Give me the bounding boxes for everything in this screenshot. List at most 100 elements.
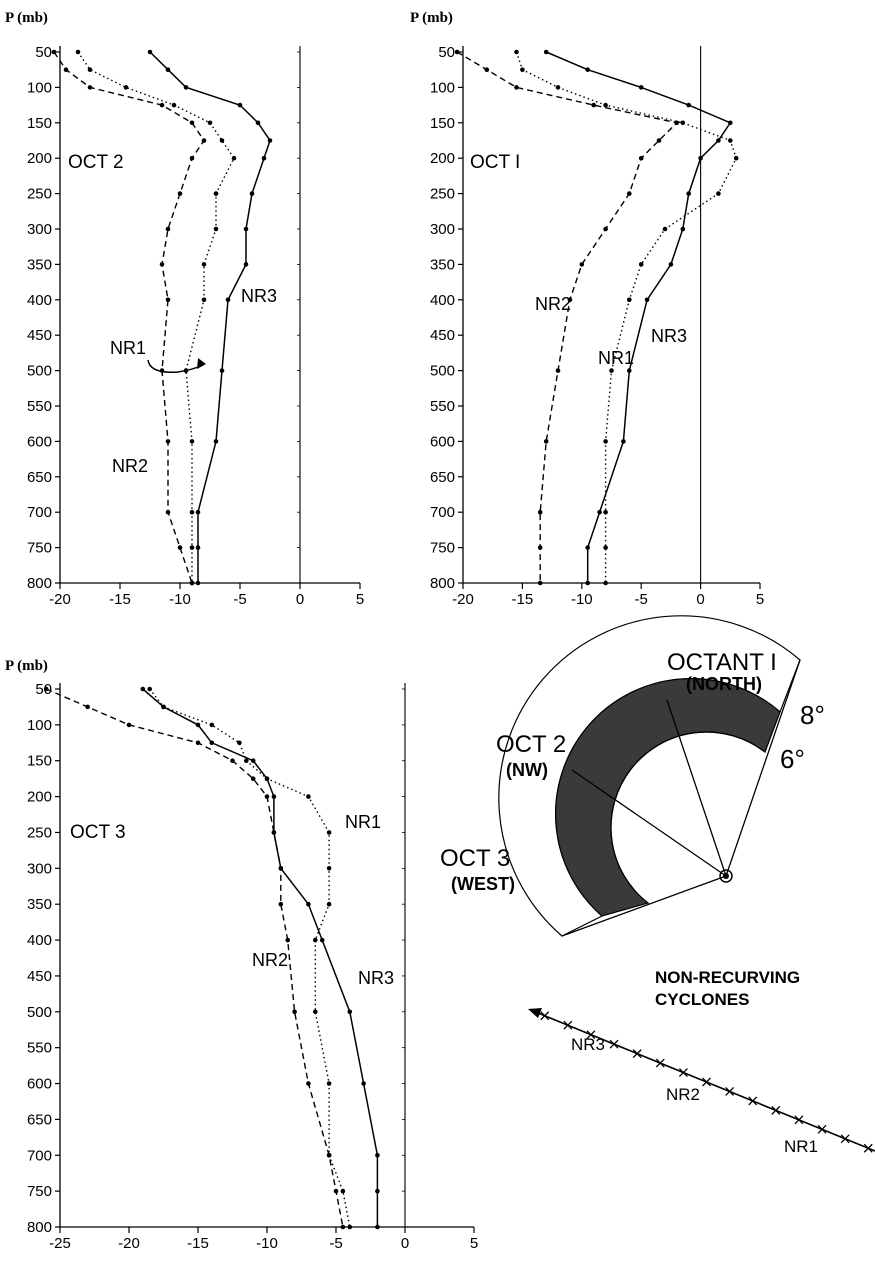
series-nr1-point bbox=[189, 439, 195, 444]
series-nr2-point bbox=[326, 1153, 332, 1158]
series-nr2-point bbox=[567, 297, 573, 303]
track-x-mark bbox=[863, 1143, 873, 1153]
y-tick-label: 550 bbox=[27, 398, 52, 415]
series-nr1-point bbox=[313, 1009, 318, 1015]
series-nr3-point bbox=[644, 297, 650, 303]
y-tick-label: 650 bbox=[27, 469, 52, 486]
series-nr3-point bbox=[249, 191, 255, 196]
series-nr2-point bbox=[230, 758, 235, 763]
track-x-mark bbox=[632, 1049, 642, 1059]
series-nr1-point bbox=[603, 509, 608, 515]
series-nr1-line bbox=[77, 51, 235, 583]
y-tick-label: 300 bbox=[430, 221, 455, 238]
y-tick-label: 700 bbox=[27, 504, 52, 521]
series-nr2-line bbox=[45, 688, 344, 1228]
oct3-annotation-nr2: NR2 bbox=[252, 950, 288, 970]
y-tick-label: 350 bbox=[27, 896, 52, 913]
center-ring bbox=[719, 869, 733, 883]
series-nr1-point bbox=[219, 138, 225, 143]
series-nr3-point bbox=[728, 120, 733, 126]
series-nr3-point bbox=[361, 1081, 366, 1086]
y-tick-label: 650 bbox=[27, 1111, 52, 1128]
y-tick-label: 700 bbox=[430, 504, 455, 521]
series-nr3-point bbox=[243, 262, 249, 267]
series-nr2-point bbox=[201, 138, 207, 143]
panel-annotations: NR1 NR2 NR3 NR2 NR1 NR3 NR1 NR2 NR3 bbox=[110, 286, 687, 988]
y-tick-label: 450 bbox=[27, 968, 52, 985]
series-nr1-point bbox=[326, 830, 332, 835]
series-nr1-point bbox=[514, 49, 519, 55]
y-tick-label: 750 bbox=[430, 540, 455, 557]
series-nr3-point bbox=[261, 155, 267, 161]
y-axis-title: P (mb) bbox=[5, 658, 48, 674]
oct1-annotation-nr3: NR3 bbox=[651, 326, 687, 346]
y-tick-label: 800 bbox=[27, 1219, 52, 1236]
oct2-sublabel: (NW) bbox=[506, 760, 548, 780]
series-nr1-line bbox=[149, 688, 351, 1228]
y-tick-label: 450 bbox=[27, 327, 52, 344]
series-nr1-point bbox=[520, 67, 525, 72]
series-nr2-point bbox=[278, 901, 284, 907]
series-nr3-point bbox=[698, 155, 703, 161]
series-nr1-point bbox=[147, 686, 152, 692]
series-nr2-point bbox=[591, 102, 596, 108]
y-tick-label: 350 bbox=[430, 256, 455, 273]
series-nr3-point bbox=[621, 439, 626, 444]
track-x-mark bbox=[748, 1096, 758, 1106]
y-tick-label: 400 bbox=[27, 932, 52, 949]
series-nr3-point bbox=[161, 704, 166, 710]
series-nr3-point bbox=[195, 545, 201, 550]
series-nr3-point bbox=[686, 191, 691, 196]
series-nr2-point bbox=[340, 1224, 346, 1230]
series-nr2-line bbox=[53, 51, 205, 584]
series-nr1-point bbox=[237, 740, 242, 746]
y-tick-label: 500 bbox=[27, 1004, 52, 1021]
y-tick-label: 450 bbox=[430, 327, 455, 344]
series-nr2-point bbox=[484, 67, 490, 72]
y-tick-label: 650 bbox=[430, 469, 455, 486]
y-axis-title: P (mb) bbox=[410, 10, 453, 26]
y-tick-label: 800 bbox=[430, 575, 455, 592]
series-nr2-point bbox=[656, 138, 662, 143]
series-nr2-point bbox=[264, 794, 270, 799]
oct1-annotation-nr2: NR2 bbox=[535, 294, 571, 314]
series-nr3-point bbox=[375, 1224, 380, 1230]
series-nr2-point bbox=[195, 740, 201, 746]
series-nr3-point bbox=[585, 67, 590, 72]
x-tick-label: 5 bbox=[756, 591, 764, 608]
x-tick-label: -20 bbox=[49, 591, 71, 608]
y-tick-label: 600 bbox=[430, 433, 455, 450]
y-tick-label: 200 bbox=[27, 789, 52, 806]
boundary-octant1-oct2 bbox=[666, 699, 727, 877]
boundary-oct2-oct3 bbox=[571, 769, 727, 877]
series-nr1-point bbox=[207, 120, 213, 126]
series-nr2-point bbox=[177, 191, 183, 196]
series-nr1-point bbox=[638, 262, 644, 267]
octant1-sublabel: (NORTH) bbox=[686, 674, 762, 694]
y-tick-label: 150 bbox=[430, 115, 455, 132]
y-tick-label: 200 bbox=[430, 150, 455, 167]
series-nr2-point bbox=[627, 191, 632, 196]
series-nr1-point bbox=[326, 866, 332, 871]
series-nr1-point bbox=[189, 545, 195, 550]
series-nr1-point bbox=[609, 368, 614, 373]
series-nr1-point bbox=[213, 226, 219, 232]
series-nr1-point bbox=[728, 138, 733, 143]
series-nr3-point bbox=[668, 262, 674, 267]
profile-panel-3: 5010015020025030035040045050055060065070… bbox=[5, 658, 478, 1252]
series-nr1-point bbox=[201, 262, 207, 267]
x-tick-label: 5 bbox=[356, 591, 364, 608]
oct2-arrow bbox=[147, 359, 204, 373]
series-nr2-line bbox=[456, 51, 679, 583]
y-tick-label: 50 bbox=[438, 44, 455, 61]
series-nr2-point bbox=[674, 120, 680, 126]
panel-label: OCT 3 bbox=[70, 822, 126, 843]
series-nr3-point bbox=[686, 102, 691, 108]
series-nr2-point bbox=[87, 85, 93, 90]
series-nr3-point bbox=[209, 740, 215, 746]
x-tick-label: -15 bbox=[512, 591, 534, 608]
track-x-mark bbox=[678, 1068, 688, 1077]
track-x-mark bbox=[794, 1115, 804, 1125]
series-nr2-point bbox=[292, 1009, 297, 1015]
x-tick-label: -10 bbox=[256, 1235, 278, 1252]
